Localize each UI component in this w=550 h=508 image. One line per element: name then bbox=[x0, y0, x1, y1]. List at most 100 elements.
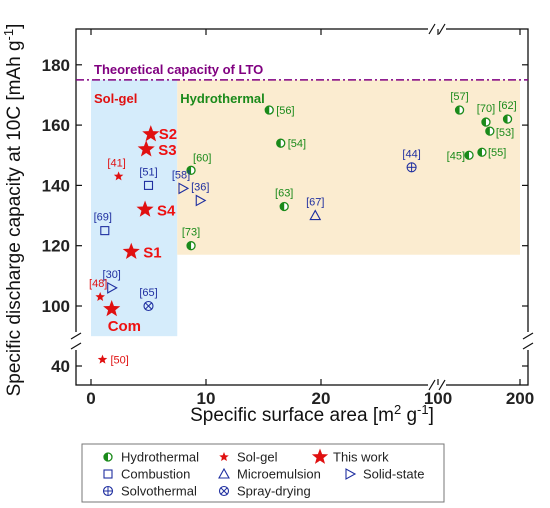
legend-label: Spray-drying bbox=[237, 484, 311, 499]
plot-border bbox=[75, 28, 529, 386]
x-axis-label: Specific surface area [m2 g-1] bbox=[190, 402, 434, 426]
legend-label: Sol-gel bbox=[237, 450, 278, 465]
point-label: [45] bbox=[447, 150, 465, 162]
data-point: [65] bbox=[139, 287, 158, 312]
point-label: S2 bbox=[159, 126, 177, 143]
data-point: [60] bbox=[186, 152, 211, 175]
legend-item: Hydrothermal bbox=[103, 450, 199, 465]
point-label: [50] bbox=[111, 355, 129, 367]
x-tick-label: 100 bbox=[424, 389, 452, 408]
data-point: [51] bbox=[139, 166, 158, 190]
data-point: [67] bbox=[306, 197, 324, 221]
legend-label: This work bbox=[333, 450, 389, 465]
tick-layer: 40 100 120 140 160 180 0 10 20 100 200 bbox=[42, 29, 534, 408]
legend-item: Solid-state bbox=[345, 467, 424, 482]
data-point: [63] bbox=[275, 188, 293, 212]
point-label: [36] bbox=[191, 181, 209, 193]
data-point: [53] bbox=[485, 126, 514, 139]
x-tick-label: 10 bbox=[197, 389, 216, 408]
region-label: Sol-gel bbox=[94, 91, 137, 106]
data-point: Com bbox=[103, 300, 141, 335]
y-tick-label: 160 bbox=[42, 116, 70, 135]
x-tick-label: 200 bbox=[506, 389, 534, 408]
series-spray-drying: [65] bbox=[139, 287, 158, 312]
x-break-top bbox=[428, 21, 446, 37]
y-axis-label: Specific discharge capacity at 10C [mAh … bbox=[1, 24, 25, 397]
point-label: S1 bbox=[143, 245, 161, 262]
point-label: [60] bbox=[193, 152, 211, 164]
y-break-left bbox=[68, 332, 84, 350]
point-label: [54] bbox=[288, 138, 306, 150]
y-tick-label: 180 bbox=[42, 56, 70, 75]
series-solid-state: [58][36] [30] bbox=[103, 169, 209, 294]
x-break-bottom bbox=[428, 377, 446, 393]
data-point: [73] bbox=[182, 227, 200, 251]
data-point: [48] bbox=[89, 278, 107, 301]
data-point: [62] bbox=[498, 100, 517, 124]
data-point: [58] bbox=[172, 169, 190, 195]
data-point: [41] bbox=[107, 157, 126, 181]
series-combustion: [51] [69] bbox=[94, 166, 158, 236]
x-tick-label: 20 bbox=[312, 389, 331, 408]
theoretical-line-layer: Theoretical capacity of LTO bbox=[76, 62, 528, 81]
data-point: [55] bbox=[477, 147, 506, 159]
data-point: [69] bbox=[94, 212, 112, 236]
data-point: S4 bbox=[136, 200, 176, 220]
point-label: [67] bbox=[306, 197, 324, 209]
point-label: [44] bbox=[402, 148, 420, 160]
data-point: [50] bbox=[97, 354, 129, 367]
y-tick-label: 140 bbox=[42, 176, 70, 195]
plot-frame bbox=[68, 21, 536, 393]
point-label: [48] bbox=[89, 278, 107, 290]
point-label: [69] bbox=[94, 212, 112, 224]
series-sol-gel: [41] [48] [50] bbox=[89, 157, 129, 366]
point-label: [73] bbox=[182, 227, 200, 239]
point-label: Com bbox=[108, 318, 141, 335]
legend-item: Spray-drying bbox=[218, 484, 311, 499]
point-label: [62] bbox=[498, 100, 516, 112]
point-label: [41] bbox=[107, 157, 125, 169]
point-label: [53] bbox=[496, 127, 514, 139]
point-label: [58] bbox=[172, 169, 190, 181]
series-microemulsion: [67] bbox=[306, 197, 324, 221]
region-label: Hydrothermal bbox=[180, 91, 265, 106]
legend-label: Solvothermal bbox=[121, 484, 197, 499]
point-label: [70] bbox=[477, 103, 495, 115]
legend-item: This work bbox=[311, 448, 389, 465]
series-solvothermal: [44] bbox=[402, 148, 421, 173]
points-layer: [56] [54] [63] [60] [73] [57] [70][53] [62] [45]… bbox=[89, 91, 517, 367]
y-tick-label: 40 bbox=[51, 357, 70, 376]
series-hydrothermal: [56] [54] [63] [60] [73] [57] [70][53] [62] [45]… bbox=[182, 91, 517, 251]
data-point: [57] bbox=[450, 91, 469, 115]
theoretical-capacity-label: Theoretical capacity of LTO bbox=[94, 62, 263, 77]
legend: Hydrothermal Sol-gel This work Combustion Mi… bbox=[81, 443, 445, 503]
axis-labels: Specific surface area [m2 g-1] Specific … bbox=[1, 24, 434, 426]
point-label: [63] bbox=[275, 188, 293, 200]
legend-item: Combustion bbox=[103, 467, 190, 482]
point-label: [65] bbox=[139, 287, 157, 299]
region-sol-gel bbox=[91, 79, 178, 337]
data-point: [36] bbox=[191, 181, 209, 207]
point-label: [57] bbox=[450, 91, 468, 103]
point-label: [55] bbox=[488, 147, 506, 159]
data-point: [44] bbox=[402, 148, 421, 173]
data-point: [30] bbox=[103, 269, 121, 294]
data-point: [56] bbox=[264, 105, 295, 117]
data-point: S1 bbox=[122, 242, 162, 262]
legend-item: Sol-gel bbox=[219, 450, 278, 465]
region-hydrothermal bbox=[177, 79, 520, 255]
data-point: [45] bbox=[447, 150, 474, 162]
legend-label: Hydrothermal bbox=[121, 450, 199, 465]
legend-item: Microemulsion bbox=[218, 467, 321, 482]
point-label: S3 bbox=[158, 142, 176, 159]
x-tick-label: 0 bbox=[86, 389, 95, 408]
legend-label: Microemulsion bbox=[237, 467, 321, 482]
point-label: [51] bbox=[139, 166, 157, 178]
legend-label: Combustion bbox=[121, 467, 190, 482]
point-label: [30] bbox=[103, 269, 121, 281]
point-label: S4 bbox=[157, 203, 176, 220]
data-point: S3 bbox=[137, 140, 177, 159]
y-break-right bbox=[520, 332, 536, 350]
y-tick-label: 120 bbox=[42, 237, 70, 256]
